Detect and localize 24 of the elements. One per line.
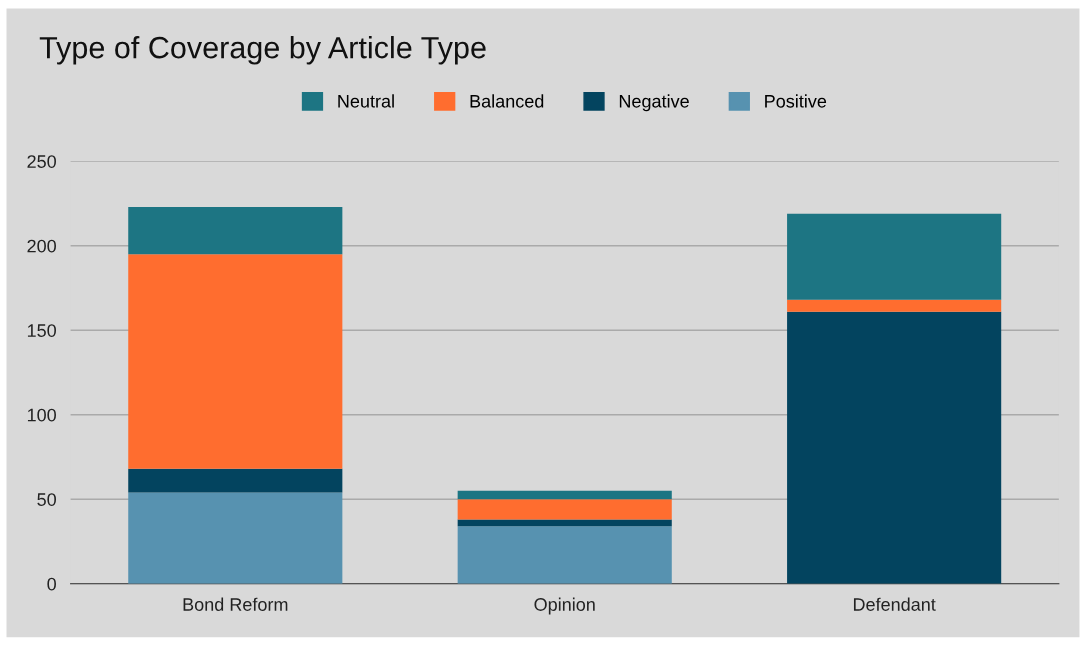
y-tick-label: 150 [27, 324, 56, 337]
legend-label: Negative [619, 94, 689, 112]
legend-label: Neutral [338, 94, 394, 108]
bar [787, 213, 1002, 300]
bar [787, 299, 1002, 312]
bar [128, 492, 343, 584]
y-tick-label: 0 [47, 577, 56, 591]
y-tick-label: 50 [37, 493, 56, 506]
bar [457, 526, 672, 584]
y-tick-label: 250 [27, 155, 56, 168]
y-tick-label: 200 [27, 239, 56, 253]
bar [457, 490, 672, 500]
bar [457, 499, 672, 520]
x-tick-label: Defendant [853, 597, 936, 611]
bar [128, 254, 343, 469]
legend-label: Balanced [470, 94, 544, 108]
bar [787, 311, 1002, 584]
bar [128, 468, 343, 493]
legend-label: Positive [765, 94, 827, 108]
y-tick-label: 100 [27, 408, 56, 422]
x-tick-label: Bond Reform [183, 597, 288, 611]
chart-title: Type of Coverage by Article Type [39, 36, 486, 65]
x-tick-label: Opinion [534, 597, 595, 615]
bar [128, 206, 343, 255]
